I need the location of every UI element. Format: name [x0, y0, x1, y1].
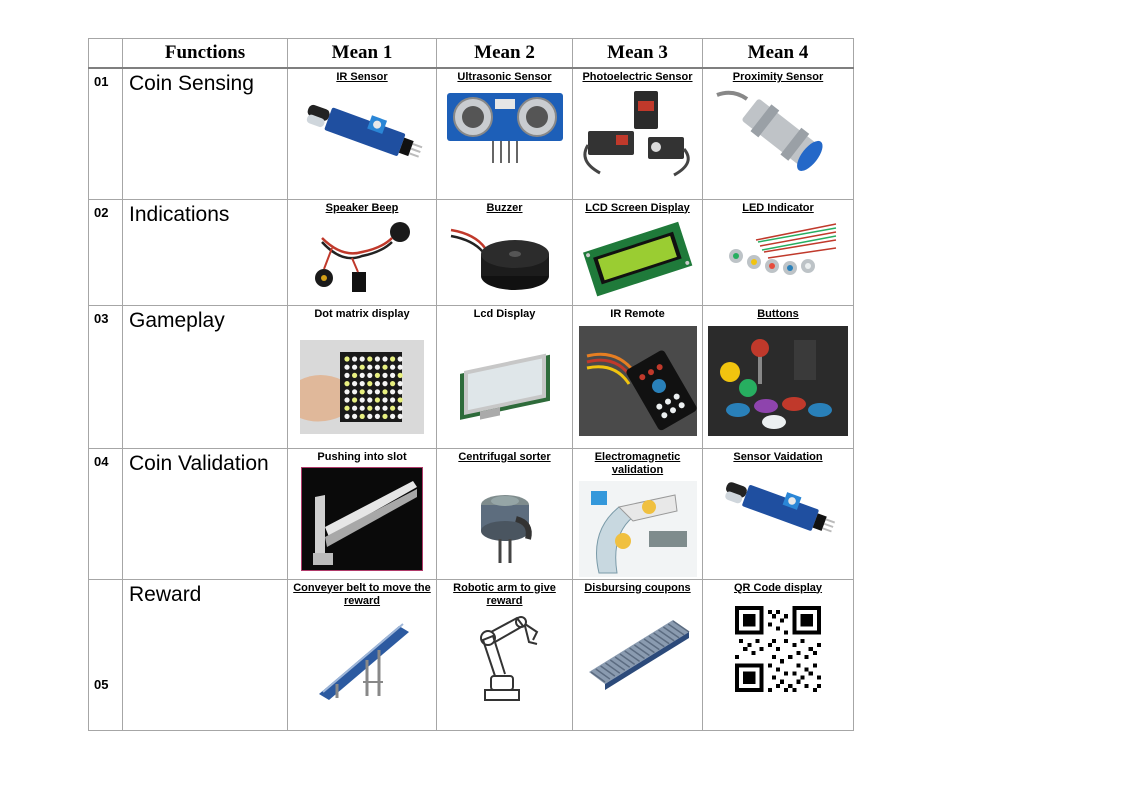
mean-cell: Conveyer belt to move the reward — [287, 578, 437, 731]
led-indicator-image — [703, 220, 853, 290]
mean-label: Centrifugal sorter — [458, 450, 551, 463]
header-number — [88, 38, 123, 69]
function-name: Coin Sensing — [122, 67, 288, 200]
table-row: 02 Indications Speaker Beep — [88, 198, 854, 306]
mean-label: Conveyer belt to move the reward — [293, 581, 431, 607]
qr-code-image — [703, 605, 853, 692]
mean-cell: Buttons — [702, 304, 854, 449]
lcd-screen-image — [573, 220, 702, 300]
mean-label: Dot matrix display — [314, 307, 410, 320]
mean-label: Photoelectric Sensor — [582, 71, 693, 83]
row-number: 02 — [88, 198, 123, 306]
ir-remote-image — [573, 325, 702, 436]
ir-sensor-module-image — [703, 471, 853, 547]
electromagnetic-validator-image — [573, 480, 702, 577]
mean-cell: Robotic arm to give reward — [436, 578, 573, 731]
header-functions: Functions — [122, 38, 288, 69]
mean-cell: Disbursing coupons — [572, 578, 703, 731]
function-name: Coin Validation — [122, 447, 288, 580]
function-name: Indications — [122, 198, 288, 306]
mean-label: Sensor Vaidation — [733, 450, 823, 463]
ultrasonic-sensor-image — [437, 87, 572, 167]
robotic-arm-image — [437, 610, 572, 706]
mean-label: Buttons — [757, 307, 799, 320]
table-row: 01 Coin Sensing IR Sensor — [88, 67, 854, 200]
mean-label: Speaker Beep — [325, 201, 399, 214]
mean-label: Ultrasonic Sensor — [457, 71, 552, 83]
mean-cell: Dot matrix display — [287, 304, 437, 449]
mean-label: Electromagnetic validation — [594, 450, 681, 476]
mean-label: IR Sensor — [336, 71, 388, 83]
function-name: Reward — [122, 578, 288, 731]
mean-cell: Photoelectric Sensor — [572, 67, 703, 200]
mean-cell: QR Code display — [702, 578, 854, 731]
buzzer-image — [437, 220, 572, 298]
slot-pusher-image — [288, 466, 436, 571]
mean-label: LED Indicator — [742, 201, 814, 214]
mean-label: Buzzer — [486, 201, 523, 214]
row-number: 05 — [88, 578, 123, 731]
mean-label: QR Code display — [733, 581, 823, 594]
proximity-sensor-image — [703, 85, 853, 185]
row-number: 03 — [88, 304, 123, 449]
mean-cell: IR Remote — [572, 304, 703, 449]
centrifugal-sorter-image — [437, 479, 572, 569]
conveyor-belt-image — [288, 620, 436, 700]
mean-label: Proximity Sensor — [732, 71, 824, 83]
table-row: 05 Reward Conveyer belt to move the rewa… — [88, 578, 854, 731]
header-mean-2: Mean 2 — [436, 38, 573, 69]
mean-cell: Buzzer — [436, 198, 573, 306]
mean-cell: Electromagnetic validation — [572, 447, 703, 580]
function-name: Gameplay — [122, 304, 288, 449]
dot-matrix-image — [288, 339, 436, 434]
row-number: 04 — [88, 447, 123, 580]
table-row: 03 Gameplay Dot matrix display Lcd Displ… — [88, 304, 854, 449]
mean-label: Lcd Display — [473, 307, 536, 320]
mean-cell: LCD Screen Display — [572, 198, 703, 306]
mean-cell: Pushing into slot — [287, 447, 437, 580]
lcd-display-image — [437, 340, 572, 420]
mean-cell: Ultrasonic Sensor — [436, 67, 573, 200]
roller-conveyor-image — [573, 610, 702, 690]
mean-label: Pushing into slot — [317, 450, 407, 463]
mean-cell: IR Sensor — [287, 67, 437, 200]
mean-label: IR Remote — [610, 307, 665, 320]
header-row: Functions Mean 1 Mean 2 Mean 3 Mean 4 — [88, 38, 854, 69]
mean-label: Robotic arm to give reward — [453, 581, 556, 607]
mean-label: LCD Screen Display — [585, 201, 690, 214]
row-number: 01 — [88, 67, 123, 200]
mean-cell: Speaker Beep — [287, 198, 437, 306]
mean-cell: LED Indicator — [702, 198, 854, 306]
photoelectric-sensor-image — [573, 87, 702, 179]
mean-cell: Lcd Display — [436, 304, 573, 449]
mean-cell: Proximity Sensor — [702, 67, 854, 200]
mean-label: Disbursing coupons — [584, 581, 691, 594]
speaker-beep-image — [288, 218, 436, 304]
mean-cell: Centrifugal sorter — [436, 447, 573, 580]
ir-sensor-module-image — [288, 89, 436, 179]
header-mean-4: Mean 4 — [702, 38, 854, 69]
header-mean-3: Mean 3 — [572, 38, 703, 69]
morphological-chart-table: Functions Mean 1 Mean 2 Mean 3 Mean 4 01… — [88, 38, 854, 731]
mean-cell: Sensor Vaidation — [702, 447, 854, 580]
arcade-buttons-image — [703, 325, 853, 436]
table-row: 04 Coin Validation Pushing into slot Cen… — [88, 447, 854, 580]
header-mean-1: Mean 1 — [287, 38, 437, 69]
